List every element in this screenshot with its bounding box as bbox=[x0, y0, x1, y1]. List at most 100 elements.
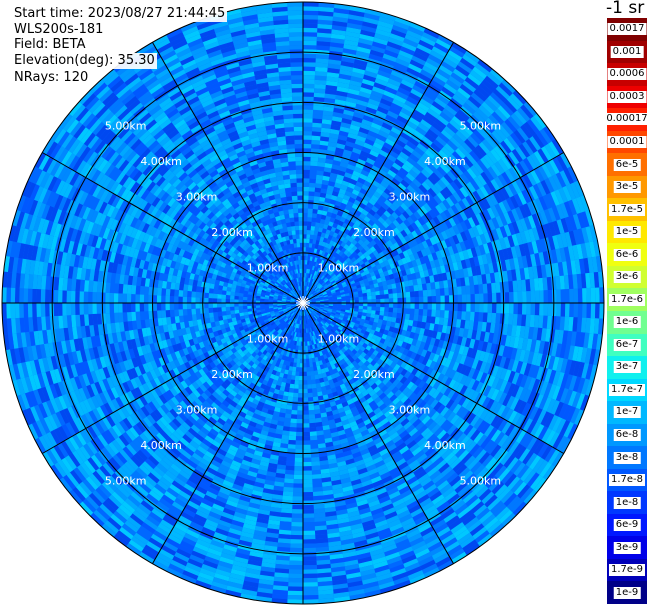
ppi-cell bbox=[438, 132, 450, 144]
ppi-cell bbox=[344, 190, 352, 197]
ppi-cell bbox=[325, 84, 338, 91]
ppi-cell bbox=[577, 288, 583, 303]
ppi-cell bbox=[400, 107, 413, 117]
ppi-cell bbox=[375, 298, 381, 303]
ppi-cell bbox=[427, 303, 432, 310]
ppi-cell bbox=[363, 142, 373, 150]
ppi-cell bbox=[354, 139, 365, 147]
ppi-cell bbox=[347, 182, 356, 190]
ppi-cell bbox=[401, 297, 407, 303]
ppi-cell bbox=[290, 543, 303, 549]
ppi-cell bbox=[457, 87, 471, 100]
ppi-cell bbox=[319, 196, 326, 203]
ppi-cell bbox=[293, 474, 303, 480]
ppi-cell bbox=[382, 53, 397, 63]
ppi-cell bbox=[345, 305, 351, 308]
ppi-cell bbox=[306, 225, 312, 231]
ppi-cell bbox=[364, 138, 375, 146]
ppi-cell bbox=[331, 267, 337, 273]
ppi-cell bbox=[293, 388, 299, 394]
ppi-cell bbox=[308, 187, 316, 192]
ppi-cell bbox=[421, 136, 433, 146]
ppi-cell bbox=[303, 139, 312, 145]
ppi-cell bbox=[309, 174, 317, 179]
ppi-cell bbox=[330, 33, 346, 40]
ppi-cell bbox=[360, 150, 370, 158]
ppi-cell bbox=[309, 269, 312, 274]
ppi-cell bbox=[308, 199, 314, 205]
ppi-cell bbox=[478, 82, 493, 96]
ppi-cell bbox=[367, 295, 372, 300]
ppi-cell bbox=[292, 397, 299, 402]
ppi-cell bbox=[321, 276, 327, 281]
ppi-cell bbox=[391, 283, 397, 289]
ppi-cell bbox=[303, 113, 313, 119]
ppi-cell bbox=[308, 292, 312, 297]
ppi-cell bbox=[303, 122, 313, 127]
ppi-cell bbox=[336, 210, 344, 217]
ppi-cell bbox=[303, 556, 317, 561]
ppi-cell bbox=[280, 516, 292, 522]
ppi-cell bbox=[496, 303, 501, 314]
ppi-cell bbox=[303, 27, 318, 33]
ppi-cell bbox=[316, 170, 324, 176]
ppi-cell bbox=[334, 99, 346, 106]
ppi-cell bbox=[358, 91, 371, 99]
ppi-cell bbox=[314, 413, 322, 419]
ppi-cell bbox=[311, 213, 318, 219]
ppi-cell bbox=[303, 92, 315, 97]
ppi-cell bbox=[396, 312, 402, 319]
ppi-cell bbox=[395, 58, 410, 68]
ppi-cell bbox=[410, 303, 415, 309]
ppi-cell bbox=[366, 62, 381, 70]
ppi-cell bbox=[380, 98, 393, 107]
ppi-cell bbox=[332, 16, 349, 23]
ppi-cell bbox=[379, 12, 397, 21]
ppi-cell bbox=[303, 217, 308, 222]
ppi-cell bbox=[404, 99, 417, 110]
ppi-cell bbox=[309, 260, 312, 266]
ppi-cell bbox=[360, 169, 370, 177]
ppi-cell bbox=[348, 196, 356, 204]
ppi-cell bbox=[345, 141, 355, 148]
ppi-cell bbox=[374, 33, 390, 42]
ppi-cell bbox=[392, 288, 398, 294]
ppi-cell bbox=[312, 126, 322, 132]
ppi-cell bbox=[282, 430, 290, 436]
ppi-cell bbox=[332, 232, 339, 238]
ppi-cell bbox=[564, 289, 570, 303]
ppi-cell bbox=[330, 266, 335, 272]
ppi-cell bbox=[320, 136, 330, 142]
ppi-cell bbox=[303, 582, 318, 587]
ppi-cell bbox=[393, 142, 404, 152]
ppi-cell bbox=[316, 174, 324, 180]
ppi-cell bbox=[442, 57, 458, 69]
ppi-cell bbox=[307, 379, 312, 385]
ppi-cell bbox=[306, 264, 310, 270]
ppi-cell bbox=[319, 274, 324, 279]
ppi-cell bbox=[285, 409, 292, 415]
ppi-cell bbox=[526, 291, 531, 303]
ppi-cell bbox=[322, 110, 334, 117]
ppi-cell bbox=[426, 316, 432, 324]
ppi-cell bbox=[285, 469, 295, 475]
ppi-cell bbox=[348, 14, 364, 22]
ppi-cell bbox=[317, 244, 322, 250]
ppi-cell bbox=[303, 294, 306, 299]
ppi-cell bbox=[406, 67, 421, 77]
ppi-cell bbox=[303, 53, 317, 59]
ppi-cell bbox=[474, 62, 490, 76]
ppi-cell bbox=[303, 526, 315, 531]
ppi-cell bbox=[317, 23, 333, 30]
ppi-cell bbox=[303, 118, 313, 123]
ppi-cell bbox=[333, 7, 350, 15]
ppi-cell bbox=[308, 293, 313, 297]
ppi-cell bbox=[426, 129, 439, 140]
ppi-cell bbox=[280, 508, 293, 514]
ppi-cell bbox=[321, 241, 327, 247]
ppi-cell bbox=[349, 227, 357, 234]
ppi-cell bbox=[309, 431, 317, 437]
ppi-cell bbox=[330, 245, 336, 251]
ppi-cell bbox=[375, 28, 391, 38]
ppi-cell bbox=[297, 350, 301, 355]
